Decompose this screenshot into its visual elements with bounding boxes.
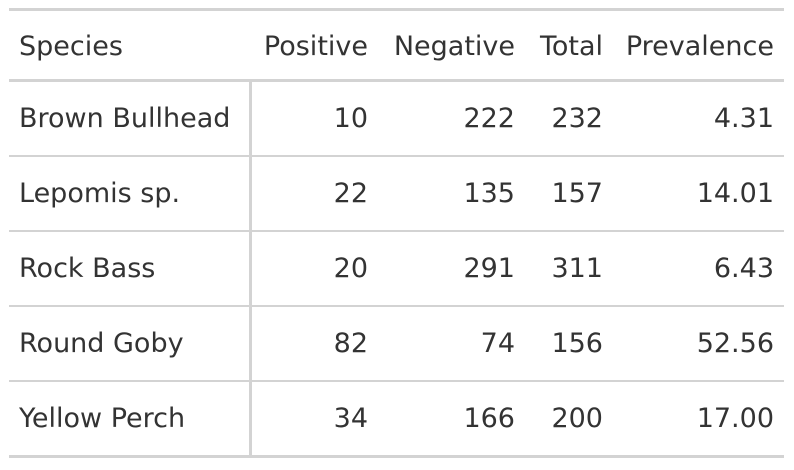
cell-positive: 10 [333,103,368,134]
table-row: Round Goby 82 74 156 52.56 [9,305,784,381]
cell-positive: 22 [250,155,378,231]
header-row: Species Positive Negative Total Prevalen… [9,9,784,82]
table-row: Rock Bass 20 291 311 6.43 [9,230,784,306]
table-header: Species Positive Negative Total Prevalen… [9,9,784,82]
cell-negative: 166 [378,380,525,457]
header-prevalence: Prevalence [613,9,784,82]
table-row: Lepomis sp. 22 135 157 14.01 [9,155,784,231]
cell-total: 200 [525,380,613,457]
prevalence-table: Species Positive Negative Total Prevalen… [9,8,784,458]
table-row: Yellow Perch 34 166 200 17.00 [9,380,784,457]
cell-positive: 82 [250,305,378,381]
cell-negative: 291 [378,230,525,306]
header-negative: Negative [378,9,525,82]
cell-prevalence: 6.43 [613,230,784,306]
cell-prevalence: 4.31 [713,103,774,134]
cell-total: 157 [525,155,613,231]
cell-positive: 34 [250,380,378,457]
cell-species: Lepomis sp. [9,155,252,231]
cell-total: 232 [551,103,603,134]
cell-negative: 222 [463,103,515,134]
cell-species: Round Goby [9,305,252,381]
header-total: Total [525,9,613,82]
cell-negative: 74 [378,305,525,381]
cell-prevalence: 17.00 [613,380,784,457]
header-positive: Positive [250,9,378,82]
cell-prevalence: 14.01 [613,155,784,231]
cell-species: Brown Bullhead [9,80,252,156]
cell-species: Rock Bass [9,230,252,306]
table-body: Brown Bullhead 10 222 232 4.31 Lepomis s… [9,80,784,457]
cell-total: 311 [525,230,613,306]
cell-species: Yellow Perch [9,380,252,457]
table-row: Brown Bullhead 10 222 232 4.31 [9,80,784,156]
cell-positive: 20 [250,230,378,306]
cell-prevalence: 52.56 [613,305,784,381]
header-species: Species [9,9,250,82]
cell-negative: 135 [378,155,525,231]
cell-total: 156 [525,305,613,381]
data-table-container: Species Positive Negative Total Prevalen… [9,8,784,458]
